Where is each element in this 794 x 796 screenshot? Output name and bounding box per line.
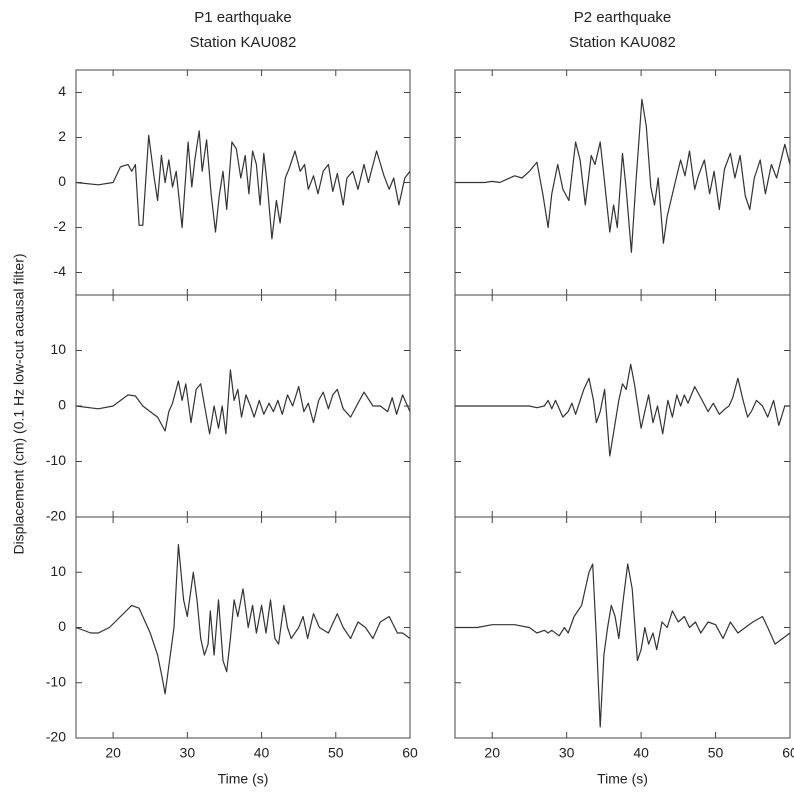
x-tick-label: 60 — [402, 745, 418, 761]
panel-frame — [75, 294, 411, 518]
x-tick-label: 50 — [328, 745, 344, 761]
trace — [455, 98, 791, 253]
y-tick-label: 4 — [58, 83, 66, 99]
x-tick-label: 20 — [484, 745, 500, 761]
y-tick-label: -10 — [46, 452, 66, 468]
y-tick-label: 10 — [50, 563, 66, 579]
chart-subtitle: Station KAU082 — [190, 34, 297, 51]
trace — [455, 363, 790, 457]
x-tick-label: 40 — [254, 745, 270, 761]
y-tick-label: 0 — [58, 618, 66, 634]
trace — [75, 130, 411, 240]
y-tick-label: -20 — [46, 729, 66, 745]
trace — [455, 563, 791, 728]
x-axis-label: Time (s) — [597, 771, 648, 787]
chart-title: P1 earthquake — [194, 9, 292, 26]
panel-frame — [454, 516, 791, 739]
chart-subtitle: Station KAU082 — [569, 34, 676, 51]
chart-title: P2 earthquake — [574, 9, 672, 26]
y-tick-label: 10 — [50, 341, 66, 357]
y-tick-label: 2 — [58, 128, 66, 144]
x-tick-label: 50 — [708, 745, 724, 761]
x-axis-label: Time (s) — [218, 771, 269, 787]
y-tick-label: -4 — [54, 263, 67, 279]
trace — [75, 544, 411, 695]
panel-frame — [75, 516, 411, 739]
x-tick-label: 40 — [633, 745, 649, 761]
x-tick-label: 60 — [782, 745, 794, 761]
trace — [75, 369, 411, 435]
y-axis-label: Displacement (cm) (0.1 Hz low-cut acausa… — [11, 253, 27, 554]
y-tick-label: -20 — [46, 508, 66, 524]
x-tick-label: 30 — [559, 745, 575, 761]
y-tick-label: -2 — [54, 218, 67, 234]
x-tick-label: 30 — [180, 745, 196, 761]
y-tick-label: 0 — [58, 173, 66, 189]
panel-frame — [454, 69, 791, 296]
x-tick-label: 20 — [105, 745, 121, 761]
y-tick-label: -10 — [46, 673, 66, 689]
y-tick-label: 0 — [58, 397, 66, 413]
